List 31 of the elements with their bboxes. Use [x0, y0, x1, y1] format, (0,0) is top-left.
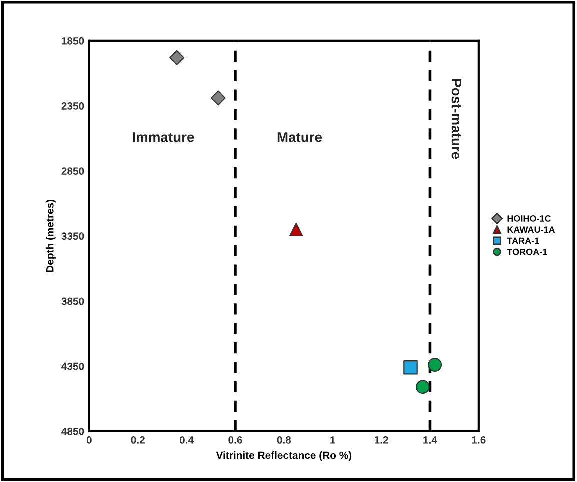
- legend-label: TOROA-1: [507, 248, 548, 256]
- y-tick-label: 3850: [62, 298, 84, 306]
- point: [290, 222, 304, 236]
- y-tick-label: 2850: [62, 168, 84, 175]
- annotation: Post-mature: [452, 79, 462, 160]
- x-tick-label: 0.6: [228, 436, 242, 444]
- x-tick-label: 1.2: [374, 436, 388, 444]
- point: [428, 358, 442, 372]
- y-tick-label: 3350: [62, 232, 84, 240]
- x-tick-label: 1: [330, 436, 336, 444]
- point: [404, 360, 418, 375]
- x-tick-label: 0.2: [131, 436, 145, 444]
- annotation: Mature: [278, 132, 322, 142]
- legend-label: HOIHO-1C: [508, 216, 552, 222]
- x-axis-title: Vitrinite Reflectance (Ro %): [216, 452, 352, 462]
- point: [416, 380, 430, 394]
- y-axis-title: Depth (metres): [46, 200, 56, 272]
- x-tick-label: 0: [86, 436, 92, 444]
- point: [170, 50, 185, 66]
- annotation: Immature: [133, 132, 194, 142]
- y-tick-label: 4350: [62, 362, 84, 370]
- x-tick-label: 1.6: [472, 436, 486, 444]
- legend-label: TARA-1: [507, 238, 540, 244]
- point: [210, 90, 226, 106]
- y-tick-label: 4850: [62, 428, 84, 436]
- x-tick-label: 0.4: [180, 436, 194, 444]
- y-tick-label: 1850: [62, 37, 84, 45]
- x-tick-label: 1.4: [424, 436, 438, 444]
- legend-label: KAWAU-1A: [508, 226, 556, 234]
- x-tick-label: 0.8: [277, 436, 292, 444]
- y-tick-label: 2350: [62, 102, 84, 110]
